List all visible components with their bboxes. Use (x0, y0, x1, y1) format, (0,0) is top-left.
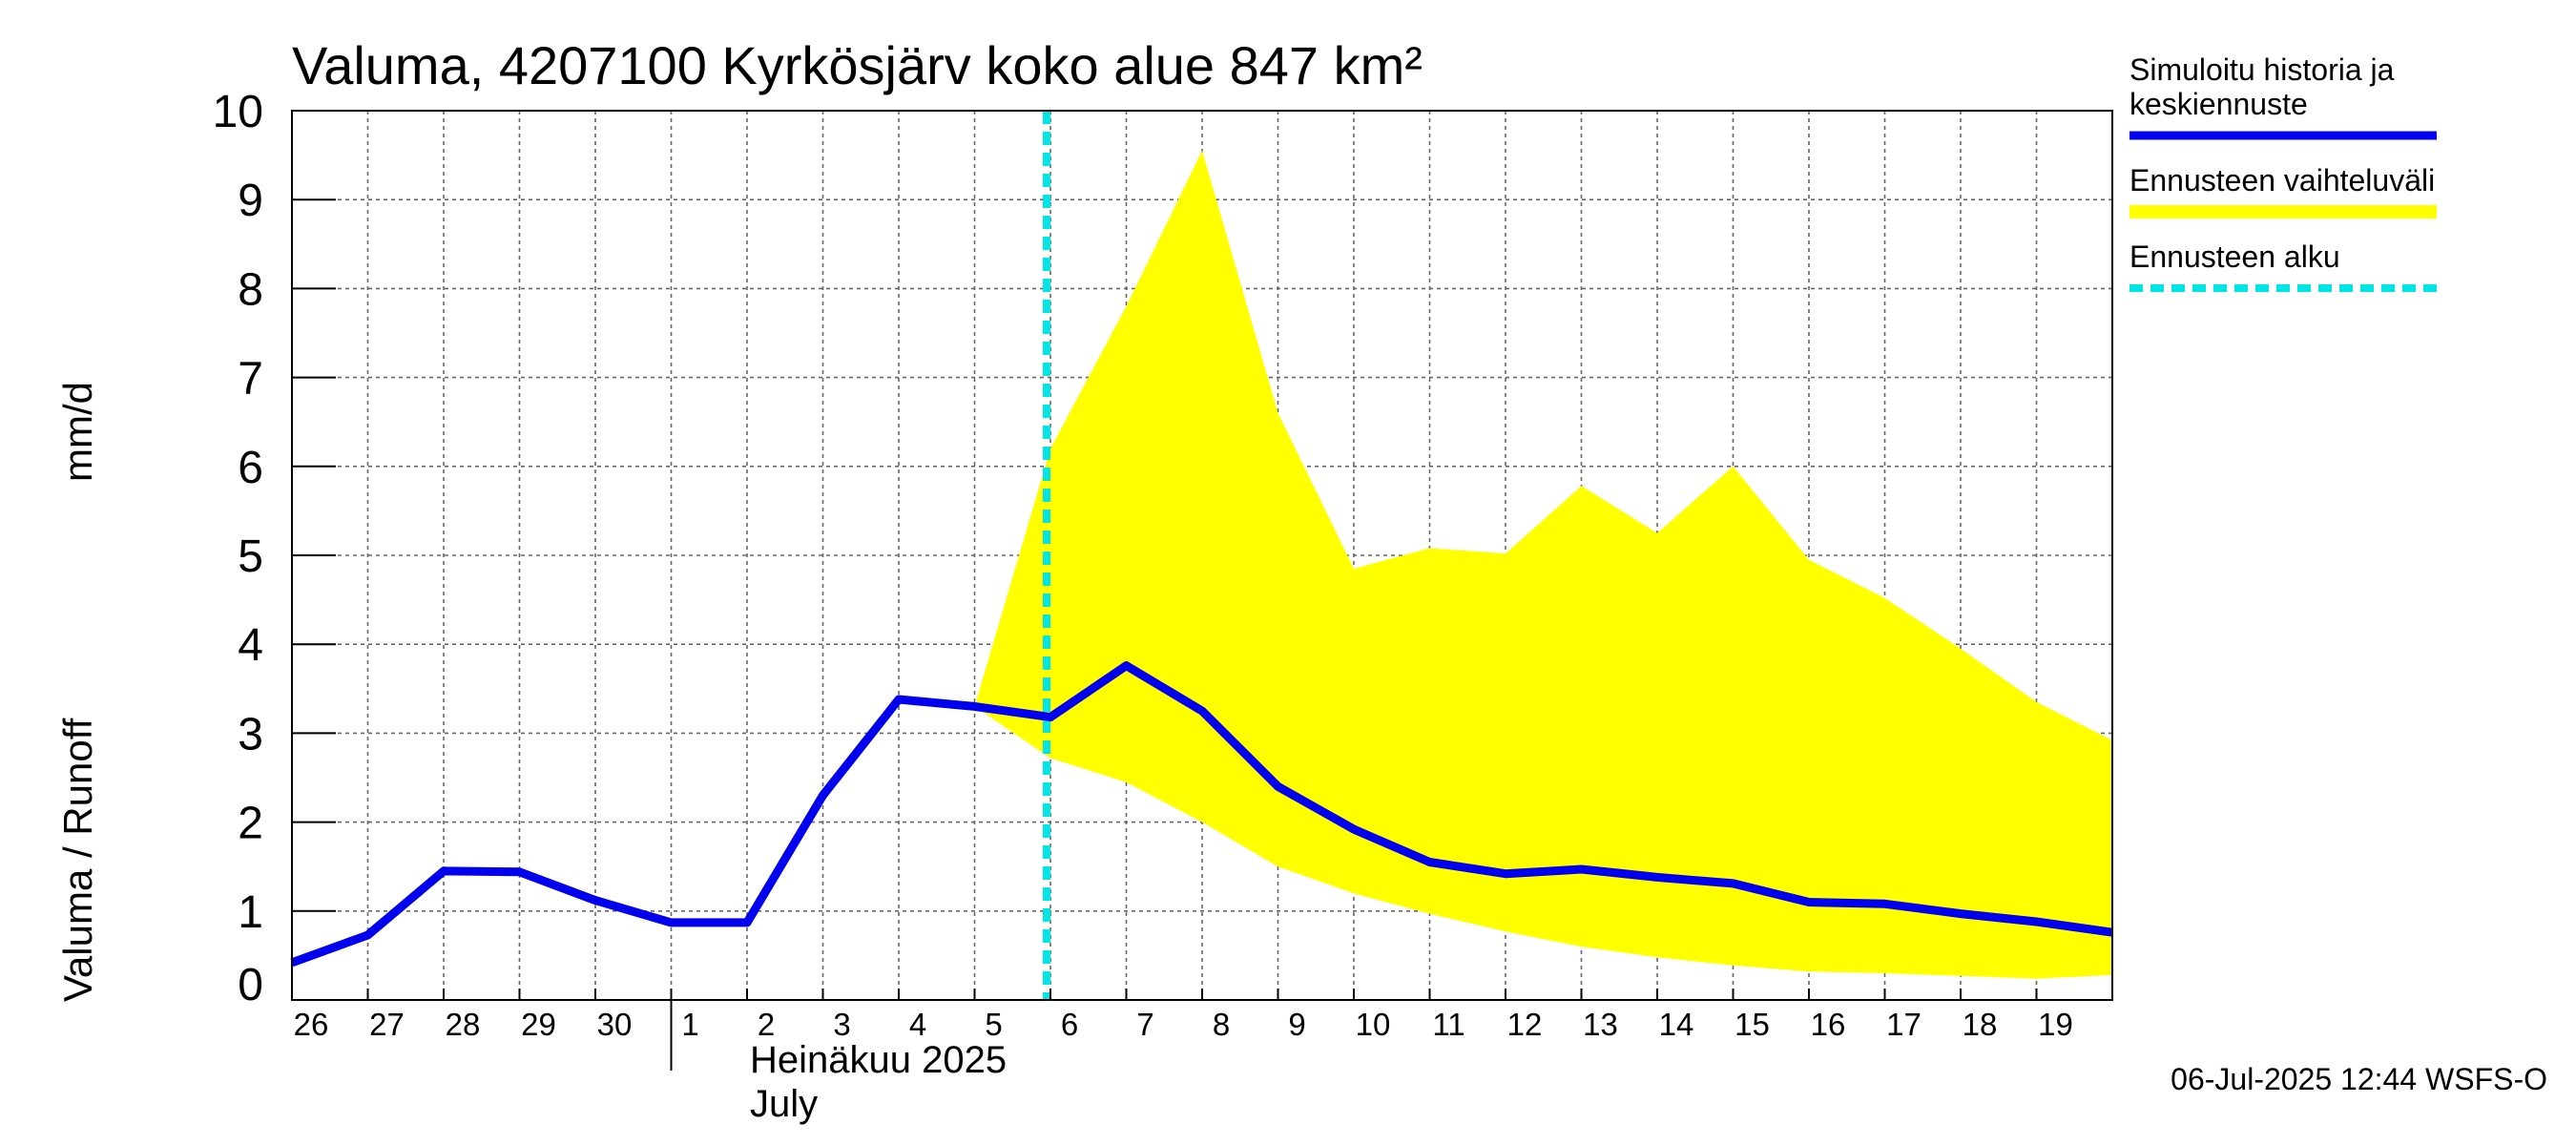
runoff-series-line (290, 661, 2113, 968)
x-tick-label: 5 (985, 1007, 1002, 1042)
y-tick-label: 0 (238, 960, 263, 1010)
x-tick-label: 26 (294, 1007, 329, 1042)
y-tick-label: 5 (238, 531, 263, 582)
x-tick-label: 16 (1811, 1007, 1846, 1042)
simulated-runoff-line (290, 661, 2113, 968)
x-tick-label: 8 (1213, 1007, 1230, 1042)
x-tick-label: 30 (597, 1007, 633, 1042)
legend-label: Ennusteen vaihteluväli (2129, 163, 2435, 198)
timestamp-footer: 06-Jul-2025 12:44 WSFS-O (2171, 1062, 2547, 1096)
y-tick-label: 4 (238, 620, 263, 671)
y-tick-label: 10 (213, 87, 263, 137)
y-tick-label: 1 (238, 887, 263, 938)
y-tick-label: 7 (238, 354, 263, 405)
x-tick-label: 18 (1963, 1007, 1998, 1042)
month-label-en: July (750, 1083, 818, 1125)
x-tick-label: 1 (681, 1007, 698, 1042)
x-tick-label: 10 (1356, 1007, 1391, 1042)
legend-label: keskiennuste (2129, 87, 2308, 121)
y-axis-unit: mm/d (55, 382, 100, 482)
x-tick-label: 19 (2038, 1007, 2073, 1042)
month-label-fi: Heinäkuu 2025 (750, 1039, 1007, 1081)
plot-frame (291, 110, 2113, 1001)
x-tick-label: 6 (1061, 1007, 1078, 1042)
y-tick-label: 2 (238, 799, 263, 849)
x-tick-label: 2 (758, 1007, 775, 1042)
x-tick-label: 11 (1432, 1007, 1465, 1042)
x-tick-label: 13 (1583, 1007, 1618, 1042)
x-tick-label: 3 (833, 1007, 850, 1042)
x-tick-label: 28 (446, 1007, 481, 1042)
y-tick-label: 6 (238, 443, 263, 493)
x-tick-label: 14 (1659, 1007, 1694, 1042)
y-tick-label: 3 (238, 709, 263, 760)
y-tick-label: 8 (238, 264, 263, 315)
x-tick-label: 17 (1886, 1007, 1922, 1042)
x-tick-label: 9 (1288, 1007, 1305, 1042)
y-axis-label: Valuma / Runoff (55, 718, 100, 1002)
y-tick-label: 9 (238, 176, 263, 226)
x-tick-label: 12 (1507, 1007, 1543, 1042)
x-tick-label: 15 (1735, 1007, 1770, 1042)
x-tick-label: 29 (521, 1007, 556, 1042)
x-tick-labels: 26 27 28 29 30 1 2 3 4 5 6 7 8 9 10 11 12 13 14 15 16 17 18 19 (294, 1007, 2073, 1042)
axes (291, 110, 2113, 1071)
x-tick-label: 27 (369, 1007, 405, 1042)
legend-label: Ennusteen alku (2129, 239, 2340, 274)
x-tick-label: 4 (909, 1007, 926, 1042)
chart-title: Valuma, 4207100 Kyrkösjärv koko alue 847… (292, 35, 1423, 95)
legend-label: Simuloitu historia ja (2129, 52, 2395, 87)
y-tick-labels: 0 1 2 3 4 5 6 7 8 9 10 (213, 87, 263, 1010)
x-tick-label: 7 (1136, 1007, 1153, 1042)
